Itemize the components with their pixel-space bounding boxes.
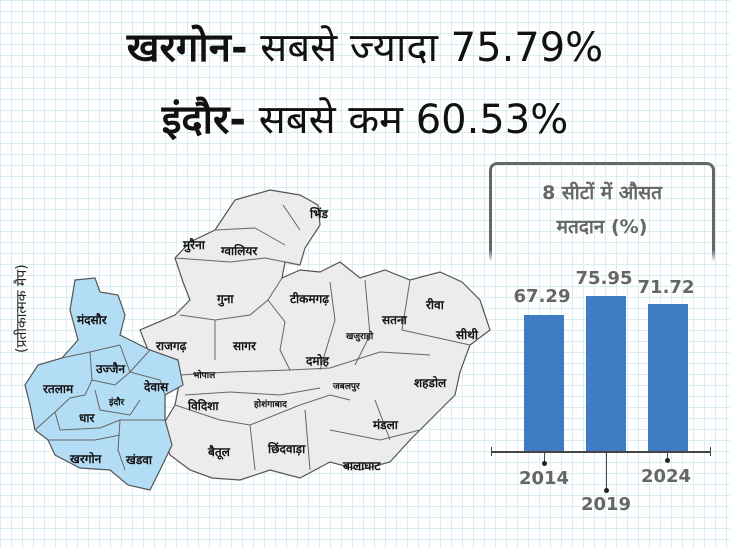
- district-label: उज्जैन: [96, 362, 126, 376]
- district-label: सागर: [233, 339, 256, 353]
- district-label: रतलाम: [43, 382, 74, 396]
- bar-value-2024: 71.72: [637, 277, 695, 298]
- district-label: छिंदवाड़ा: [268, 442, 306, 456]
- map-highlight-region: [24, 277, 184, 491]
- district-label: मंदसौर: [77, 313, 107, 327]
- bar-2014: [524, 315, 564, 452]
- tick-dot-2024: [665, 458, 670, 463]
- district-label: मुरैना: [183, 238, 205, 252]
- district-label: खंडवा: [126, 453, 153, 467]
- mp-map: [24, 189, 491, 491]
- year-label-2014: 2014: [518, 468, 570, 489]
- district-label: विदिशा: [188, 399, 219, 413]
- district-label: खरगोन: [70, 452, 102, 466]
- headline-highest: खरगोन- सबसे ज्यादा 75.79%: [0, 18, 730, 73]
- axis-end-right: [710, 447, 711, 456]
- axis-end-left: [491, 447, 492, 456]
- map-grey-region: [139, 189, 491, 481]
- chart-title-line1: 8 सीटों में औसत: [542, 182, 662, 204]
- district-label: मंडला: [373, 418, 398, 432]
- district-label: गुना: [217, 292, 234, 306]
- year-label-2019: 2019: [580, 494, 632, 515]
- tick-2019: [606, 452, 607, 490]
- bar-2019: [586, 296, 626, 452]
- district-label: टीकमगढ़: [290, 292, 330, 306]
- chart-frame: [489, 162, 715, 455]
- district-label: रीवा: [426, 298, 444, 312]
- highest-district: खरगोन-: [126, 25, 248, 71]
- district-label: भिंड: [310, 207, 328, 221]
- district-label: होशंगाबाद: [254, 400, 287, 410]
- lowest-text: सबसे कम 60.53%: [245, 97, 569, 143]
- tick-dot-2014: [542, 461, 547, 466]
- district-label: भोपाल: [193, 371, 216, 381]
- x-axis: [491, 451, 711, 453]
- district-label: बालाघाट: [343, 459, 381, 473]
- district-label: जबलपुर: [333, 382, 360, 392]
- year-label-2024: 2024: [640, 466, 692, 487]
- headline-lowest: इंदौर- सबसे कम 60.53%: [0, 90, 730, 145]
- bar-value-2019: 75.95: [575, 268, 633, 289]
- highest-text: सबसे ज्यादा 75.79%: [247, 25, 604, 71]
- district-label: देवास: [144, 380, 169, 394]
- bar-value-2014: 67.29: [513, 286, 571, 307]
- tick-dot-2019: [604, 488, 609, 493]
- district-label: खजुराहो: [346, 332, 374, 342]
- district-label: राजगढ़: [156, 339, 187, 353]
- district-label: शहडोल: [414, 376, 447, 390]
- district-label: सतना: [382, 313, 407, 327]
- district-label: ग्वालियर: [221, 244, 258, 258]
- chart-title-line2: मतदान (%): [556, 216, 648, 238]
- tick-2024: [667, 452, 668, 460]
- chart-title: 8 सीटों में औसत मतदान (%): [489, 176, 715, 244]
- district-label: सीथी: [456, 328, 478, 342]
- district-label: बैतूल: [208, 445, 230, 459]
- bar-2024: [648, 304, 688, 452]
- lowest-district: इंदौर-: [161, 97, 246, 143]
- district-label: इंदौर: [109, 398, 125, 408]
- tick-2014: [544, 452, 545, 462]
- district-label: धार: [79, 411, 95, 425]
- district-label: दमोह: [306, 354, 330, 368]
